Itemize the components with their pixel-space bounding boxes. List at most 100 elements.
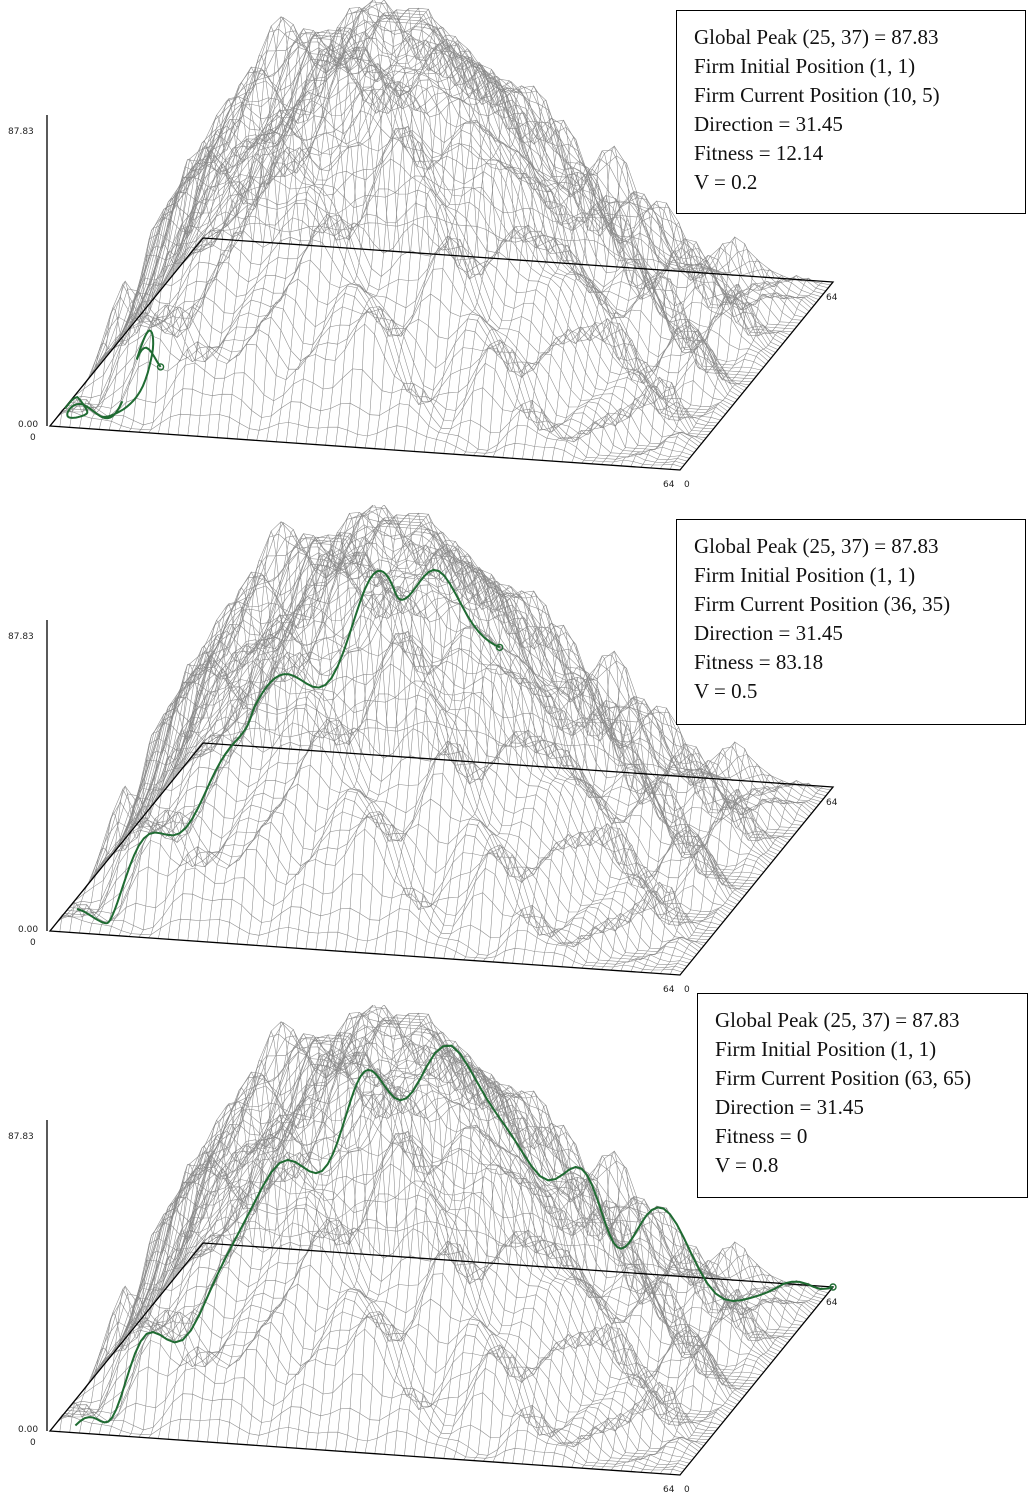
mesh-line	[404, 1085, 558, 1456]
current-position-text: Firm Current Position (10, 5)	[694, 83, 940, 107]
mesh-line	[581, 1246, 735, 1469]
fitness-text: Fitness = 0	[715, 1124, 808, 1148]
mesh-line	[325, 513, 479, 951]
info-box: Global Peak (25, 37) = 87.83 Firm Initia…	[676, 519, 1026, 725]
mesh-line	[423, 100, 578, 453]
mesh-line	[52, 914, 683, 973]
mesh-line	[492, 1188, 647, 1463]
initial-position-text: Firm Initial Position (1, 1)	[694, 54, 916, 78]
mesh-line	[384, 1062, 538, 1455]
mesh-line	[92, 1181, 724, 1423]
origin-label: 0	[30, 938, 36, 948]
mesh-line	[512, 698, 666, 964]
mesh-line	[453, 1124, 607, 1460]
mesh-line	[158, 1073, 312, 1439]
mesh-line	[59, 1328, 690, 1464]
mesh-line	[669, 1286, 824, 1475]
mesh-line	[413, 85, 568, 452]
mesh-line	[620, 773, 775, 972]
mesh-line	[59, 734, 214, 932]
mesh-line	[453, 624, 607, 960]
mesh-line	[197, 1028, 351, 1442]
firm-path	[64, 329, 165, 420]
mesh-line	[108, 619, 263, 936]
z-max-label: 87.83	[8, 1132, 34, 1142]
mesh-line	[384, 57, 538, 450]
mesh-line	[187, 1021, 342, 1441]
mesh-line	[89, 654, 243, 934]
mesh-line	[610, 1263, 765, 1471]
mesh-line	[374, 547, 529, 954]
x-axis-end-label: 64	[663, 1485, 675, 1495]
mesh-line	[52, 409, 683, 468]
mesh-line	[226, 27, 381, 439]
base-plane	[48, 237, 835, 471]
mesh-line	[79, 1190, 233, 1434]
mesh-line	[581, 746, 735, 969]
landscape-plot-2: 87.83 0.00 0 64 0 64	[8, 505, 838, 995]
firm-trajectory	[64, 329, 162, 420]
mesh-line	[463, 1141, 617, 1461]
mesh-line	[591, 741, 745, 969]
mesh-line	[492, 688, 647, 963]
x-corner-zero-label: 0	[684, 480, 690, 490]
info-box: Global Peak (25, 37) = 87.83 Firm Initia…	[697, 993, 1028, 1198]
fitness-text: Fitness = 83.18	[694, 650, 824, 674]
mesh-line	[246, 511, 401, 945]
mesh-line	[394, 69, 548, 451]
mesh-line	[502, 191, 657, 458]
z-min-label: 0.00	[18, 925, 38, 935]
mesh-line	[601, 242, 755, 465]
current-position-text: Firm Current Position (36, 35)	[694, 592, 951, 616]
firm-trajectory	[74, 1044, 833, 1427]
mesh-line	[167, 560, 322, 940]
mesh-line	[433, 121, 588, 453]
global-peak-text: Global Peak (25, 37) = 87.83	[715, 1008, 960, 1032]
landscape-plot-3: 87.83 0.00 0 64 0 64	[8, 1005, 838, 1495]
mesh-line	[266, 0, 420, 442]
mesh-line	[90, 696, 721, 926]
firm-current-marker	[829, 1283, 837, 1291]
global-peak-text: Global Peak (25, 37) = 87.83	[694, 25, 939, 49]
mesh-line	[109, 1073, 740, 1402]
landscape-panel-1: 87.83 0.00 0 64 0 64 Global Peak (25, 37…	[0, 0, 1028, 500]
mesh-line	[119, 552, 750, 891]
mesh-line	[610, 763, 765, 971]
mesh-line	[482, 665, 637, 962]
mesh-line	[286, 12, 440, 443]
z-min-label: 0.00	[18, 420, 38, 430]
mesh-line	[246, 6, 401, 440]
mesh-line	[433, 626, 588, 958]
plot-axes	[46, 115, 835, 471]
mesh-line	[512, 193, 666, 459]
mesh-line	[138, 82, 292, 433]
mesh-line	[571, 238, 725, 463]
initial-position-text: Firm Initial Position (1, 1)	[715, 1037, 937, 1061]
firm-trajectory	[76, 568, 501, 925]
mesh-line	[305, 1013, 460, 1449]
mesh-line	[443, 622, 598, 959]
mesh-line	[640, 783, 794, 973]
mesh-line	[197, 23, 351, 437]
mesh-line	[108, 1119, 263, 1436]
mesh-line	[492, 183, 647, 458]
mesh-line	[610, 258, 765, 466]
mesh-line	[541, 707, 696, 966]
mesh-line	[345, 26, 499, 447]
mesh-line	[207, 546, 361, 943]
mesh-line	[286, 1017, 440, 1448]
mesh-line	[669, 786, 824, 975]
mesh-line	[128, 1101, 283, 1437]
mesh-line	[601, 747, 755, 970]
mesh-line	[52, 1414, 683, 1473]
plot-axes	[46, 620, 835, 976]
mesh-line	[423, 1105, 578, 1458]
mesh-line	[286, 517, 440, 948]
mesh-line	[266, 1005, 420, 1447]
mesh-line	[138, 1028, 769, 1367]
mesh-line	[128, 96, 283, 432]
mesh-line	[660, 782, 814, 974]
z-max-label: 87.83	[8, 127, 34, 137]
mesh-line	[601, 1247, 755, 1470]
info-box: Global Peak (25, 37) = 87.83 Firm Initia…	[676, 10, 1026, 214]
